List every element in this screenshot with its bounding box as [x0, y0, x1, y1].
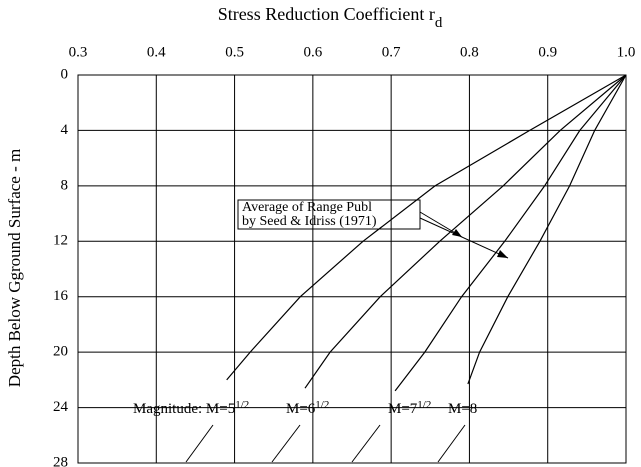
x-tick-label: 1.0 — [617, 44, 636, 60]
y-tick-label: 16 — [53, 288, 69, 304]
label-prefix: Magnitude: — [133, 401, 206, 417]
series-label: M=8 — [448, 401, 477, 417]
x-tick-label: 0.3 — [69, 44, 88, 60]
series-label: M=61/2 — [286, 399, 329, 418]
y-tick-label: 0 — [61, 66, 69, 82]
series-line — [304, 74, 627, 389]
x-tick-label: 0.4 — [147, 44, 166, 60]
x-tick-label: 0.8 — [460, 44, 479, 60]
label-name: M=8 — [448, 401, 477, 417]
y-tick-label: 8 — [61, 177, 69, 193]
title-main: Stress Reduction Coefficient r — [218, 4, 435, 24]
series-line — [226, 74, 627, 381]
series-label: Magnitude: M=51/2 — [133, 399, 249, 418]
x-tick-label: 0.5 — [225, 44, 244, 60]
series-line — [394, 74, 627, 392]
y-tick-label: 12 — [53, 233, 68, 249]
leader-line — [437, 424, 466, 463]
y-tick-label: 24 — [53, 399, 69, 415]
label-name: M=5 — [206, 401, 235, 417]
label-name: M=6 — [286, 401, 316, 417]
title-sub: d — [435, 15, 443, 31]
chart-title: Stress Reduction Coefficient rd — [218, 4, 443, 31]
x-tick-label: 0.9 — [538, 44, 557, 60]
leader-line — [351, 424, 381, 463]
label-sup: 1/2 — [417, 399, 431, 411]
label-sup: 1/2 — [315, 399, 329, 411]
y-tick-label: 20 — [53, 344, 68, 360]
label-name: M=7 — [388, 401, 418, 417]
y-tick-label: 28 — [53, 454, 68, 467]
series-label: M=71/2 — [388, 399, 431, 418]
arrowhead — [452, 229, 462, 237]
annotation-line: Average of Range Publ — [242, 200, 372, 215]
y-axis-label: Depth Below Gground Surface - m — [5, 149, 24, 387]
x-tick-label: 0.7 — [382, 44, 401, 60]
y-tick-label: 4 — [61, 122, 69, 138]
series-line — [467, 74, 627, 385]
x-tick-label: 0.6 — [303, 44, 322, 60]
label-sup: 1/2 — [235, 399, 249, 411]
arrowhead — [497, 250, 508, 258]
annotation-line: by Seed & Idriss (1971) — [242, 214, 377, 229]
annotation-arrow — [419, 217, 509, 259]
annotation: Average of Range Publ by Seed & Idriss (… — [237, 199, 509, 259]
leader-line — [185, 424, 214, 463]
annotation-box — [237, 199, 421, 230]
leader-line — [271, 424, 301, 463]
